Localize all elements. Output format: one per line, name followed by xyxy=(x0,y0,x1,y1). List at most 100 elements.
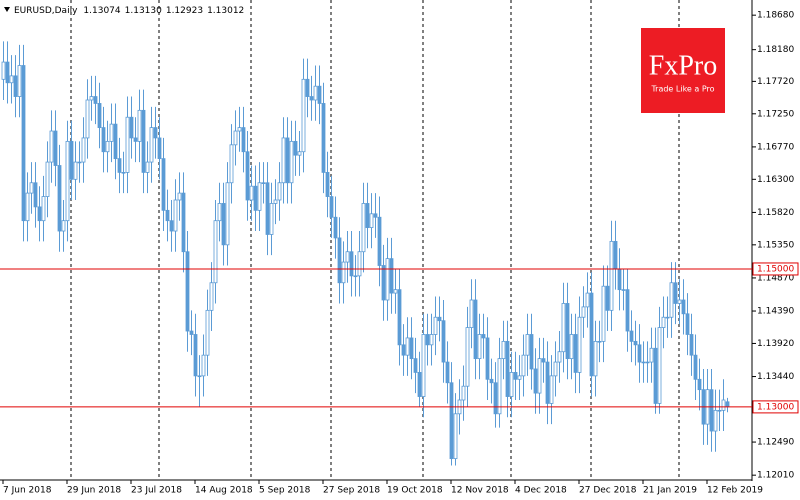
x-tick-label: 29 Jun 2018 xyxy=(67,486,121,496)
y-tick-label: 1.15820 xyxy=(757,208,794,218)
candle-body xyxy=(397,289,402,346)
candle-body xyxy=(581,306,586,318)
candle-body xyxy=(149,127,154,163)
candle-body xyxy=(437,316,442,322)
candle-body xyxy=(685,313,690,335)
candle-body xyxy=(721,399,726,411)
candle-body xyxy=(45,161,50,197)
candle-body xyxy=(649,347,654,363)
candle-body xyxy=(265,182,270,235)
candle-body xyxy=(109,123,114,142)
candle-body xyxy=(393,289,398,294)
candle-body xyxy=(225,182,230,246)
candle-body xyxy=(245,151,250,201)
candle-body xyxy=(41,196,46,222)
candle-body xyxy=(57,165,62,232)
candle-body xyxy=(201,354,206,377)
candle-body xyxy=(325,172,330,197)
y-tick-label: 1.13920 xyxy=(757,339,794,349)
candle-body xyxy=(521,354,526,377)
x-tick-label: 21 Jan 2019 xyxy=(643,486,697,496)
candle-body xyxy=(529,334,534,370)
candle-body xyxy=(413,358,418,373)
candle-body xyxy=(217,203,222,222)
x-tick-label: 27 Dec 2018 xyxy=(579,486,637,496)
quote-close: 1.13012 xyxy=(207,6,244,16)
candle-body xyxy=(33,182,38,208)
candle-body xyxy=(445,361,450,384)
candle-body xyxy=(525,334,530,356)
candle-body xyxy=(661,316,666,328)
candle-body xyxy=(69,140,74,180)
candle-body xyxy=(541,358,546,363)
candle-body xyxy=(389,258,394,294)
x-tick-label: 7 Jun 2018 xyxy=(3,486,52,496)
candle-body xyxy=(161,158,166,211)
y-tick-label: 1.17250 xyxy=(757,109,794,119)
candle-body xyxy=(9,75,14,84)
candle-body xyxy=(165,209,170,222)
candle-body xyxy=(689,334,694,356)
candle-body xyxy=(357,251,362,277)
candle-body xyxy=(5,61,10,84)
candle-body xyxy=(565,303,570,360)
candle-body xyxy=(493,382,498,415)
candle-body xyxy=(253,185,258,211)
candle-body xyxy=(725,401,730,407)
candle-body xyxy=(517,375,522,380)
y-tick-label: 1.15350 xyxy=(757,240,794,250)
y-tick-label: 1.18180 xyxy=(757,45,794,55)
candle-body xyxy=(557,351,562,363)
candle-body xyxy=(141,109,146,173)
logo-tagline: Trade Like a Pro xyxy=(650,85,714,94)
x-tick-label: 19 Oct 2018 xyxy=(387,486,443,496)
candle-body xyxy=(121,172,126,174)
candle-body xyxy=(129,116,134,139)
candle-body xyxy=(677,299,682,304)
candle-body xyxy=(461,385,466,401)
candle-body xyxy=(505,340,510,397)
candle-body xyxy=(329,196,334,218)
level-label-box xyxy=(752,400,799,414)
candles xyxy=(1,41,730,466)
y-tick-label: 1.17720 xyxy=(757,77,794,87)
candle-body xyxy=(345,251,350,263)
candle-body xyxy=(385,258,390,301)
candle-body xyxy=(585,292,590,308)
y-tick-label: 1.16300 xyxy=(757,175,794,185)
candle-body xyxy=(513,372,518,380)
candle-body xyxy=(185,251,190,332)
candle-body xyxy=(609,240,614,311)
candle-body xyxy=(665,316,670,319)
level-label: 1.13000 xyxy=(757,402,794,412)
y-tick-label: 1.18680 xyxy=(757,11,794,21)
menu-arrow[interactable] xyxy=(4,7,10,12)
candle-body xyxy=(497,358,502,415)
candle-body xyxy=(637,344,642,363)
candle-body xyxy=(601,285,606,342)
candle-body xyxy=(273,199,278,204)
candle-body xyxy=(321,103,326,173)
candle-body xyxy=(629,330,634,342)
candle-body xyxy=(605,285,610,311)
candle-body xyxy=(305,78,310,97)
logo-box xyxy=(641,28,725,113)
candle-body xyxy=(157,137,162,160)
candle-body xyxy=(669,282,674,318)
logo-name: FxPro xyxy=(649,50,717,81)
candle-body xyxy=(577,316,582,373)
candle-body xyxy=(561,303,566,353)
candle-body xyxy=(181,192,186,253)
candle-body xyxy=(645,361,650,364)
candle-body xyxy=(49,130,54,163)
candle-body xyxy=(257,182,262,211)
quote-low: 1.12923 xyxy=(166,6,203,16)
candle-body xyxy=(61,220,66,232)
candle-body xyxy=(501,340,506,360)
candle-body xyxy=(549,375,554,404)
candle-body xyxy=(97,103,102,128)
candle-body xyxy=(53,130,58,166)
candle-body xyxy=(233,130,238,146)
candle-body xyxy=(633,340,638,346)
candle-body xyxy=(697,378,702,391)
